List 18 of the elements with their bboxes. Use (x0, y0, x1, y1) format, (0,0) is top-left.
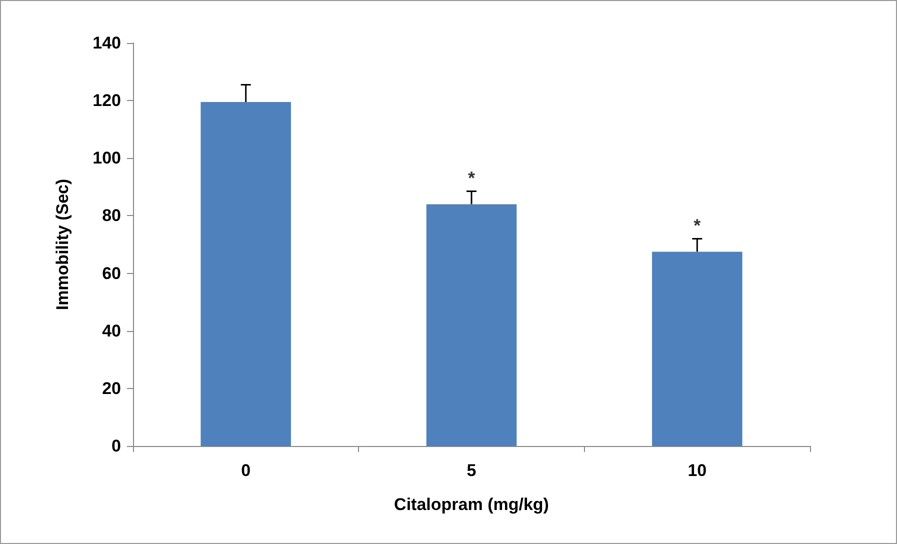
y-tick-label: 20 (102, 378, 121, 398)
y-tick-label: 60 (102, 264, 121, 283)
bar (426, 204, 517, 446)
y-tick-label: 0 (112, 436, 121, 456)
x-tick-label: 5 (466, 461, 476, 480)
bar (652, 252, 742, 446)
annotation: * (694, 216, 701, 236)
y-tick-label: 40 (102, 321, 121, 340)
y-axis-title: Immobility (Sec) (53, 178, 72, 310)
y-tick-label: 80 (102, 206, 121, 226)
y-tick-label: 120 (92, 91, 121, 110)
y-tick-label: 140 (92, 34, 121, 52)
x-axis-title: Citalopram (mg/kg) (394, 495, 549, 514)
x-tick-label: 0 (241, 461, 251, 480)
bar (200, 102, 291, 446)
x-tick-label: 10 (688, 461, 707, 480)
y-tick-label: 100 (92, 148, 121, 168)
annotation: * (468, 168, 476, 188)
